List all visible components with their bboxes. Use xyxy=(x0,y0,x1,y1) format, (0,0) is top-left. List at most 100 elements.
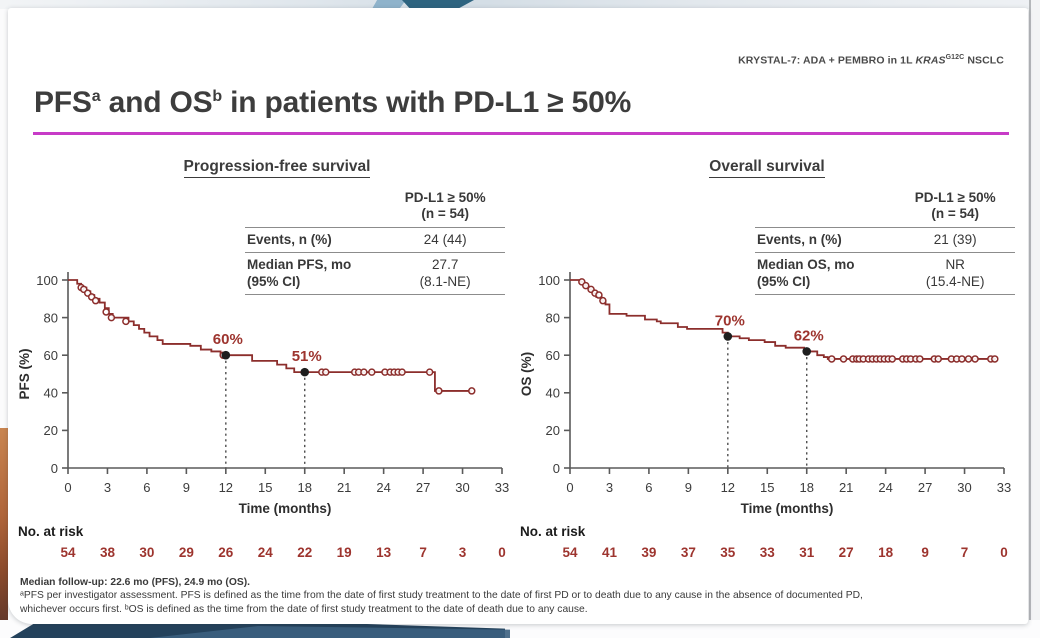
pfs-stats-table: PD-L1 ≥ 50% (n = 54) Events, n (%) 24 (4… xyxy=(245,190,505,296)
censor-mark xyxy=(934,355,942,363)
censor-mark xyxy=(468,387,476,395)
pfs-heading-text: Progression-free survival xyxy=(183,158,371,178)
censor-mark xyxy=(991,355,999,363)
censor-mark xyxy=(971,355,979,363)
km-step-curve xyxy=(68,279,472,392)
os-km-chart: 0 20 40 60 80 100 0 3 6 9 12 15 18 21 24 27 30 33 Time (mo… xyxy=(519,272,1011,560)
x-tick-label: 6 xyxy=(143,480,150,495)
at-risk-count: 26 xyxy=(218,545,234,560)
at-risk-count: 54 xyxy=(562,545,578,560)
title-superscript-b: b xyxy=(212,88,222,105)
pfs-median-ci-value: (8.1-NE) xyxy=(419,273,471,289)
y-tick-label: 40 xyxy=(44,386,58,401)
x-tick-label: 3 xyxy=(606,480,613,495)
y-tick-label: 80 xyxy=(546,310,560,325)
censor-mark xyxy=(107,313,116,322)
study-header-prefix: KRYSTAL-7: ADA + PEMBRO in 1L xyxy=(738,54,916,67)
at-risk-count: 3 xyxy=(459,545,467,560)
pfs-median-ci-label: (95% CI) xyxy=(247,273,301,289)
pfs-median-row: Median PFS, mo (95% CI) 27.7 (8.1-NE) xyxy=(245,252,505,296)
at-risk-count: 41 xyxy=(602,545,618,560)
at-risk-count: 24 xyxy=(258,545,274,560)
os-panel-heading: Overall survival xyxy=(567,158,967,178)
landmark-percent-label: 70% xyxy=(715,312,745,329)
pfs-table-column-header: PD-L1 ≥ 50% xyxy=(404,190,486,205)
backdrop-left-strip xyxy=(0,428,8,622)
title-part: and OS xyxy=(100,86,213,119)
y-axis-title: PFS (%) xyxy=(17,348,32,399)
at-risk-count: 22 xyxy=(297,545,312,560)
x-tick-label: 27 xyxy=(416,480,430,495)
pfs-events-row: Events, n (%) 24 (44) xyxy=(245,226,505,252)
slide-title: PFSa and OSb in patients with PD-L1 ≥ 50… xyxy=(34,86,631,120)
footnote-a: ᵃPFS per investigator assessment. PFS is… xyxy=(20,590,863,602)
x-tick-label: 15 xyxy=(258,480,272,495)
censor-mark xyxy=(322,368,330,376)
os-median-label: Median OS, mo xyxy=(757,257,855,273)
landmark-dot xyxy=(221,350,231,360)
x-tick-label: 18 xyxy=(297,480,311,495)
landmark-dot xyxy=(802,347,812,356)
x-tick-label: 30 xyxy=(455,480,469,495)
censor-mark xyxy=(122,317,130,326)
y-tick-label: 100 xyxy=(538,273,560,288)
censor-mark xyxy=(916,355,924,363)
axis-lines xyxy=(67,272,502,469)
footnote-b: whichever occurs first. ᵇOS is defined a… xyxy=(20,603,588,615)
x-tick-label: 21 xyxy=(839,480,853,495)
at-risk-count: 37 xyxy=(681,545,696,560)
y-tick-label: 20 xyxy=(44,423,58,438)
y-tick-label: 60 xyxy=(44,348,58,363)
at-risk-count: 7 xyxy=(419,545,427,560)
x-tick-label: 0 xyxy=(566,480,573,495)
os-table-column-header: PD-L1 ≥ 50% xyxy=(914,190,996,205)
landmark-percent-label: 51% xyxy=(292,348,322,365)
study-header: KRYSTAL-7: ADA + PEMBRO in 1L KRASG12C N… xyxy=(738,54,1004,67)
title-part: in patients with PD-L1 ≥ 50% xyxy=(221,86,632,119)
x-tick-label: 12 xyxy=(721,480,735,495)
no-at-risk-label: No. at risk xyxy=(520,524,586,539)
backdrop-teal-shape xyxy=(372,0,406,9)
at-risk-count: 31 xyxy=(799,545,815,560)
at-risk-count: 19 xyxy=(337,545,352,560)
study-header-suffix: NSCLC xyxy=(964,54,1004,67)
at-risk-count: 29 xyxy=(179,545,194,560)
x-tick-label: 30 xyxy=(957,480,971,495)
x-tick-label: 24 xyxy=(878,480,892,495)
pfs-events-label: Events, n (%) xyxy=(247,231,332,247)
censor-mark xyxy=(91,296,100,305)
x-tick-label: 21 xyxy=(337,480,351,495)
censor-mark xyxy=(958,355,966,363)
at-risk-count: 0 xyxy=(498,545,506,560)
at-risk-count: 38 xyxy=(100,545,116,560)
censor-mark xyxy=(368,368,376,376)
os-heading-text: Overall survival xyxy=(709,158,825,178)
censor-mark xyxy=(582,281,590,290)
y-tick-label: 100 xyxy=(36,273,58,288)
censor-mark xyxy=(425,368,434,376)
y-tick-label: 80 xyxy=(44,310,58,325)
landmark-dot xyxy=(300,367,310,377)
x-tick-label: 3 xyxy=(104,480,111,495)
censor-mark xyxy=(398,368,406,376)
pfs-panel-heading: Progression-free survival xyxy=(77,158,477,178)
no-at-risk-label: No. at risk xyxy=(18,524,84,539)
x-axis-title: Time (months) xyxy=(239,501,332,516)
at-risk-count: 13 xyxy=(376,545,392,560)
pfs-median-value: 27.7 xyxy=(432,257,459,273)
os-stats-table: PD-L1 ≥ 50% (n = 54) Events, n (%) 21 (3… xyxy=(755,190,1015,296)
os-events-value: 21 (39) xyxy=(933,231,977,247)
footnotes: Median follow-up: 22.6 mo (PFS), 24.9 mo… xyxy=(20,576,1024,616)
landmark-dot xyxy=(723,332,733,341)
landmark-percent-label: 60% xyxy=(213,331,243,348)
censor-mark xyxy=(435,387,443,395)
backdrop-bottom-polygon-light xyxy=(150,626,510,638)
x-tick-label: 9 xyxy=(183,480,190,495)
at-risk-count: 0 xyxy=(1000,545,1008,560)
backdrop-top-band xyxy=(0,0,1040,9)
x-tick-label: 6 xyxy=(645,480,652,495)
x-tick-label: 33 xyxy=(495,480,509,495)
backdrop-teal-shape-2 xyxy=(402,0,474,11)
x-tick-label: 9 xyxy=(685,480,692,495)
